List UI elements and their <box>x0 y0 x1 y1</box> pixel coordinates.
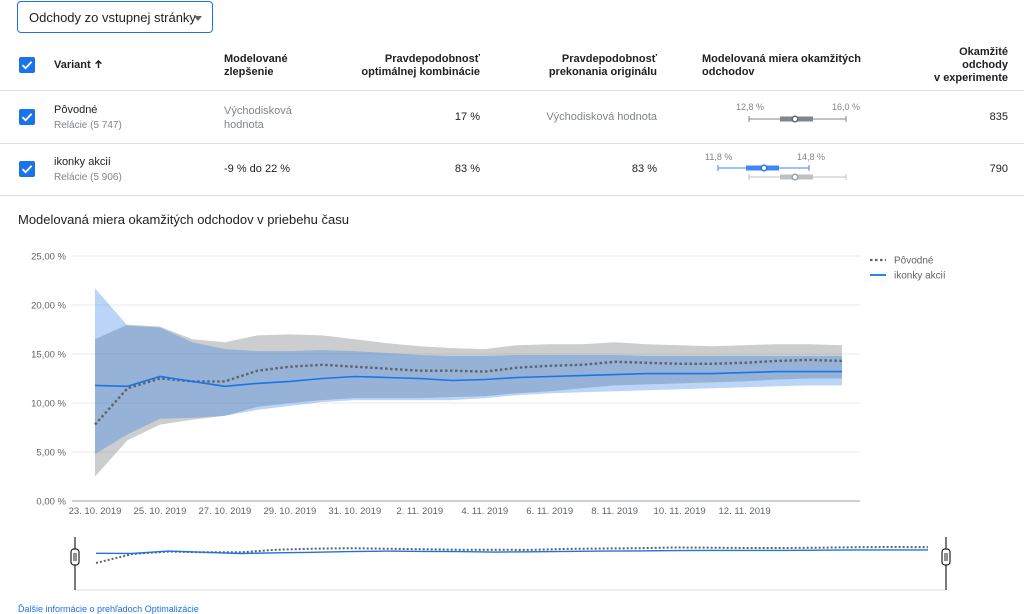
header-bounces: Okamžité odchody v experimente <box>934 46 1008 84</box>
x-tick-label: 27. 10. 2019 <box>198 506 251 517</box>
x-tick-label: 23. 10. 2019 <box>69 506 122 517</box>
variant-name: Pôvodné <box>54 104 98 116</box>
line-chart: 0,00 % 5,00 % 10,00 % 15,00 % 20,00 % 25,00 %… <box>31 252 946 518</box>
range-low-label: 12,8 % <box>736 102 764 112</box>
x-axis-ticks: 23. 10. 2019 25. 10. 2019 27. 10. 2019 29. … <box>69 506 771 517</box>
divider <box>0 143 1024 144</box>
y-tick-label: 0,00 % <box>36 497 66 508</box>
x-tick-label: 25. 10. 2019 <box>134 506 187 517</box>
x-tick-label: 2. 11. 2019 <box>396 506 443 517</box>
prob-beat-value: 83 % <box>631 163 657 175</box>
series-lines <box>94 358 843 426</box>
range-median <box>791 115 799 123</box>
x-tick-label: 6. 11. 2019 <box>526 506 573 517</box>
learn-more-link[interactable]: Ďalšie informácie o prehľadoch Optimaliz… <box>18 604 199 614</box>
chart-title: Modelovaná miera okamžitých odchodov v p… <box>18 212 349 227</box>
navigator-handle-left[interactable] <box>70 548 80 566</box>
range-median-ref <box>791 173 799 181</box>
y-tick-label: 20,00 % <box>31 301 66 312</box>
metric-selector[interactable]: Odchody zo vstupnej stránky <box>17 1 213 33</box>
row-checkbox-variant[interactable] <box>19 161 35 177</box>
divider <box>0 195 1024 196</box>
variant-sessions: Relácie (5 747) <box>54 120 122 131</box>
variant-sessions: Relácie (5 906) <box>54 172 122 183</box>
y-tick-label: 10,00 % <box>31 399 66 410</box>
y-axis-ticks: 0,00 % 5,00 % 10,00 % 15,00 % 20,00 % 25,00 % <box>31 252 66 508</box>
header-prob-beat: Pravdepodobnosť prekonania originálu <box>548 53 657 78</box>
x-tick-label: 10. 11. 2019 <box>654 506 706 517</box>
confidence-band-variant <box>95 288 842 454</box>
y-tick-label: 5,00 % <box>36 448 66 459</box>
improvement-value: -9 % do 22 % <box>224 163 291 175</box>
bounces-value: 835 <box>989 111 1008 123</box>
confidence-bands <box>95 288 842 477</box>
x-tick-label: 4. 11. 2019 <box>461 506 508 517</box>
series-line-original <box>94 358 843 426</box>
x-tick-label: 31. 10. 2019 <box>328 506 381 517</box>
checkmark-icon <box>21 61 33 70</box>
sort-arrow-up-icon <box>94 59 102 69</box>
header-modeled-rate: Modelovaná miera okamžitých odchodov <box>702 53 861 78</box>
prob-best-value: 83 % <box>454 163 480 175</box>
select-all-checkbox[interactable] <box>19 57 35 73</box>
legend-label-variant: ikonky akcií <box>894 271 946 282</box>
header-variant[interactable]: Variant <box>54 59 103 72</box>
checkmark-icon <box>21 113 33 122</box>
navigator-lines <box>95 545 929 564</box>
legend-label-original: Pôvodné <box>894 256 934 267</box>
gridlines <box>72 255 860 502</box>
metric-selector-value: Odchody zo vstupnej stránky <box>29 10 196 25</box>
bounces-value: 790 <box>989 163 1008 175</box>
prob-beat-value: Východisková hodnota <box>546 111 657 123</box>
navigator-handle-right[interactable] <box>941 548 951 566</box>
variant-name: ikonky akcií <box>54 156 111 168</box>
y-tick-label: 25,00 % <box>31 252 66 263</box>
header-improvement: Modelované zlepšenie <box>224 53 288 78</box>
series-line-variant <box>94 370 842 388</box>
divider <box>0 90 1024 91</box>
x-tick-label: 8. 11. 2019 <box>591 506 638 517</box>
x-tick-label: 29. 10. 2019 <box>263 506 316 517</box>
range-plot-original: 12,8 % 16,0 % <box>736 102 860 123</box>
navigator-line-original <box>95 545 929 564</box>
prob-best-value: 17 % <box>454 111 480 123</box>
legend: Pôvodné ikonky akcií <box>870 256 946 282</box>
range-high-label: 16,0 % <box>832 102 860 112</box>
range-median <box>760 164 768 172</box>
row-checkbox-original[interactable] <box>19 109 35 125</box>
range-high-label: 14,8 % <box>797 152 825 162</box>
x-tick-label: 12. 11. 2019 <box>719 506 771 517</box>
improvement-value: Východisková hodnota <box>224 105 292 131</box>
header-prob-best: Pravdepodobnosť optimálnej kombinácie <box>361 53 480 78</box>
range-navigator[interactable] <box>0 533 1024 591</box>
navigator-line-variant <box>95 549 928 555</box>
checkmark-icon <box>21 165 33 174</box>
range-plot-variant: 11,8 % 14,8 % <box>705 152 847 181</box>
chevron-down-icon <box>194 16 202 21</box>
range-low-label: 11,8 % <box>705 152 732 162</box>
y-tick-label: 15,00 % <box>31 350 66 361</box>
